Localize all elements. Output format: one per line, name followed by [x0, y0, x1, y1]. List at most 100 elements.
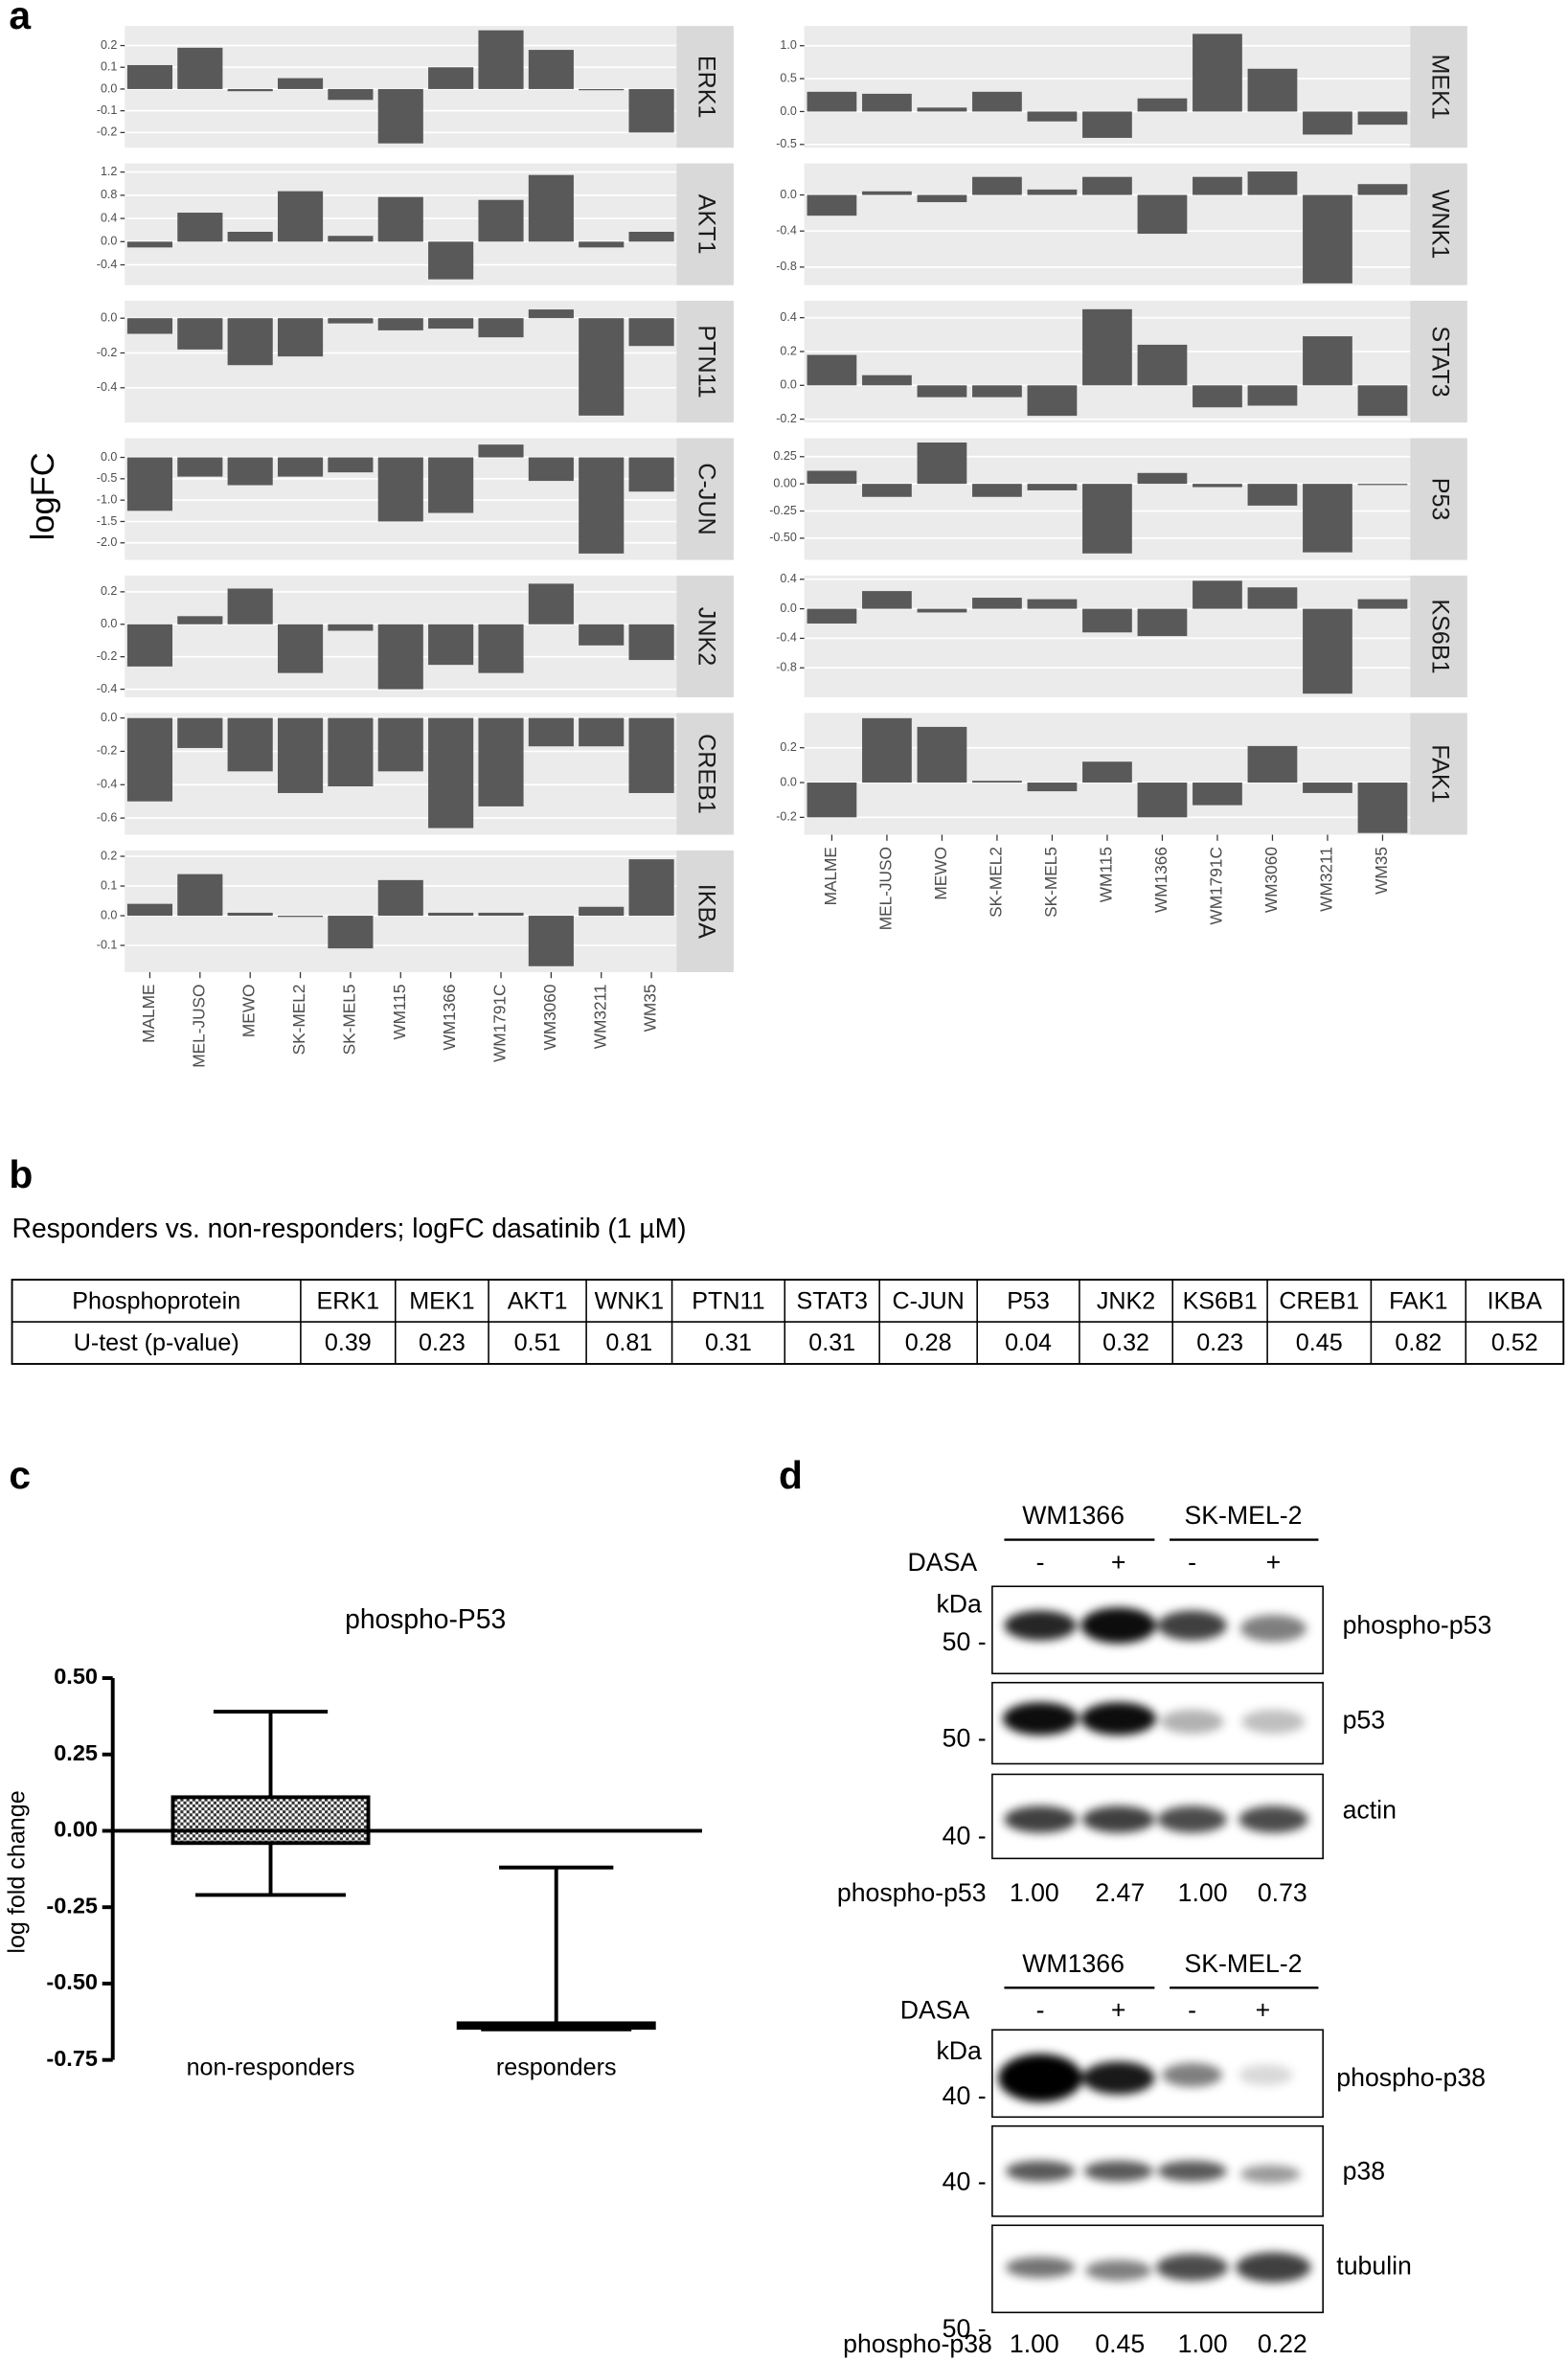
lane-label: +: [1111, 1995, 1126, 2024]
table-cell: IKBA: [1488, 1287, 1542, 1314]
bar: [177, 616, 223, 624]
y-tick-label: 0.2: [780, 344, 796, 357]
quant: 1.00: [1178, 2329, 1228, 2358]
bar: [579, 906, 625, 917]
bar: [478, 318, 524, 338]
x-tick-label: WM115: [1097, 847, 1116, 902]
bar: [1027, 484, 1078, 490]
table-cell: MEK1: [409, 1287, 474, 1314]
y-tick-label: -0.25: [769, 504, 797, 517]
bar: [377, 879, 423, 917]
bar: [917, 443, 967, 485]
y-tick-label: 0.0: [780, 378, 796, 392]
bar: [328, 457, 374, 473]
bar: [277, 916, 324, 918]
bar: [1303, 194, 1352, 284]
y-tick-label: 0.00: [54, 1817, 98, 1842]
bar: [478, 199, 524, 242]
y-tick-label: 0.0: [780, 188, 796, 201]
table-cell: 0.31: [705, 1329, 752, 1356]
bar: [277, 457, 324, 477]
blot-group: WM1366 SK-MEL-2 DASA - + - + kDa 40 - ph…: [843, 1949, 1486, 2358]
bar: [126, 457, 173, 511]
x-tick-label: WM1791C: [490, 985, 510, 1062]
bar: [1247, 484, 1298, 506]
bar: [862, 375, 912, 386]
bar: [528, 174, 574, 242]
strip: [1410, 575, 1467, 698]
bar: [478, 717, 524, 806]
quant: 0.73: [1258, 1878, 1307, 1907]
table-title: Responders vs. non-responders; logFC das…: [12, 1213, 687, 1243]
bar: [277, 78, 324, 89]
x-tick-label: responders: [496, 2055, 617, 2081]
strip-label: WNK1: [1426, 190, 1453, 260]
bar: [227, 717, 273, 772]
strip: [676, 26, 734, 148]
bar: [428, 241, 474, 280]
lane-label: -: [1036, 1995, 1045, 2024]
bar: [579, 624, 625, 646]
bar: [807, 194, 857, 216]
bar: [972, 91, 1022, 112]
bar: [227, 318, 273, 366]
blot-panel: WM1366 SK-MEL-2 DASA - + - + kDa 50 - ph…: [837, 1501, 1491, 2358]
table-cell: JNK2: [1097, 1287, 1155, 1314]
panel-label: b: [9, 1152, 33, 1196]
bar: [277, 717, 324, 793]
bar: [177, 457, 223, 477]
marker: 40 -: [943, 2081, 987, 2110]
y-tick-label: -2.0: [97, 535, 118, 549]
y-tick-label: -0.2: [776, 810, 797, 824]
y-tick-label: -0.50: [46, 1969, 98, 1994]
lane-label: +: [1256, 1995, 1271, 2024]
bar: [972, 385, 1022, 397]
bar: [1303, 336, 1352, 386]
bar: [277, 624, 324, 673]
table-cell: STAT3: [797, 1287, 868, 1314]
y-tick-label: 0.25: [54, 1740, 98, 1765]
box-chart: phospho-P53 log fold change 0.50 0.25 0.00 -0…: [3, 1603, 702, 2081]
table-cell: 0.32: [1102, 1329, 1149, 1356]
bar: [1137, 194, 1188, 235]
x-tick-label: WM3211: [590, 985, 609, 1050]
y-axis-label: logFC: [25, 452, 61, 540]
y-tick-label: -0.1: [97, 103, 118, 117]
strip-label: CREB1: [693, 734, 719, 814]
bands: [1006, 2252, 1311, 2282]
bar: [377, 717, 423, 772]
box: [170, 1795, 371, 1846]
quant-label: phospho-p53: [837, 1878, 987, 1907]
bar: [1357, 184, 1408, 195]
bar: [428, 717, 474, 829]
strip-label: JNK2: [693, 607, 719, 666]
unit-label: kDa: [936, 1590, 982, 1619]
x-tick-label: WM115: [390, 985, 409, 1040]
bar: [1137, 472, 1188, 485]
y-tick-label: 0.0: [101, 450, 117, 464]
y-tick-label: 0.1: [101, 60, 117, 74]
y-tick-label: 0.2: [780, 740, 796, 754]
y-tick-label: -0.5: [97, 471, 118, 485]
x-tick-label: WM35: [1372, 847, 1391, 895]
table: Responders vs. non-responders; logFC das…: [11, 1213, 1565, 1365]
bar: [528, 457, 574, 482]
table-cell: 0.23: [419, 1329, 466, 1356]
y-tick-label: 0.2: [101, 584, 117, 598]
y-axis-label: log fold change: [3, 1790, 30, 1953]
y-tick-label: 1.2: [101, 165, 117, 178]
strip-label: STAT3: [1426, 326, 1453, 397]
bar: [126, 624, 173, 667]
strip: [1410, 438, 1467, 560]
x-tick-label: SK-MEL2: [289, 985, 308, 1056]
strip: [1410, 26, 1467, 148]
x-tick-label: WM35: [641, 985, 660, 1033]
y-tick-label: 0.4: [780, 572, 796, 585]
cell-line: SK-MEL-2: [1184, 1949, 1302, 1978]
bar: [1357, 783, 1408, 833]
bar: [227, 88, 273, 92]
y-tick-label: 0.4: [101, 211, 117, 224]
bar: [1082, 761, 1132, 783]
treatment-label: DASA: [908, 1548, 978, 1577]
